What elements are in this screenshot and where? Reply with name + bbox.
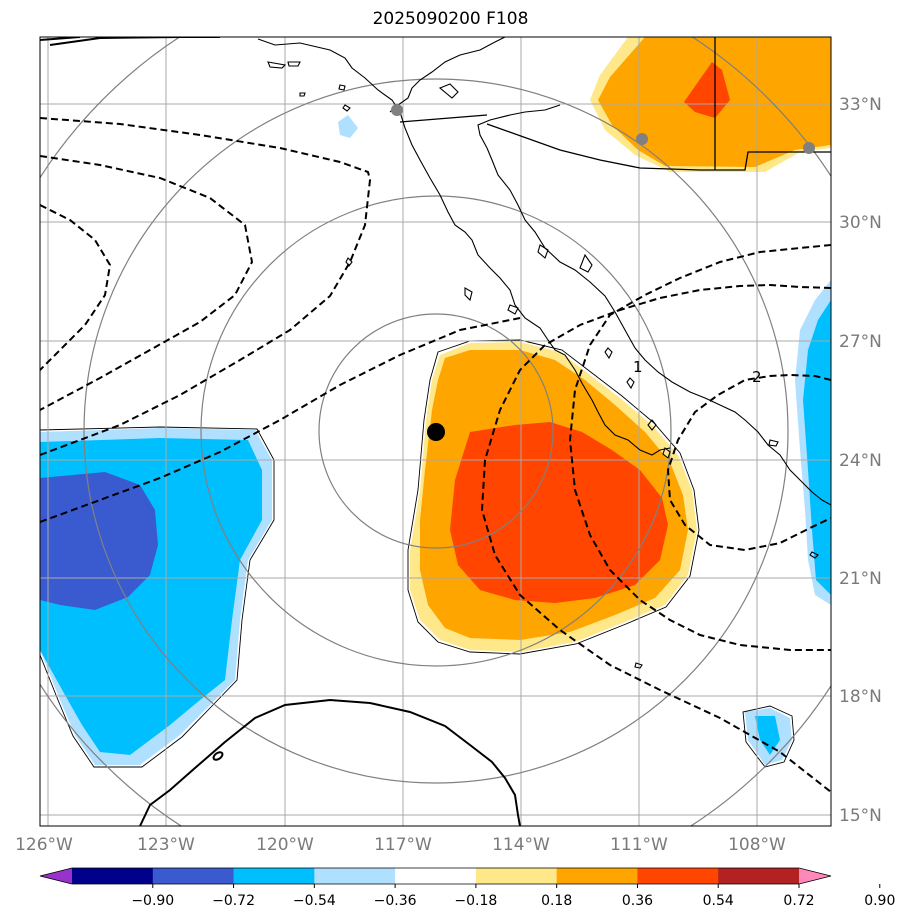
longitude-labels: 126°W 123°W 120°W 117°W 114°W 111°W 108°… [15, 835, 786, 855]
colorbar-tick-label: −0.72 [212, 893, 255, 909]
colorbar-tick-label: 0.36 [622, 893, 653, 909]
colorbar-segment [72, 868, 154, 884]
storm-center-marker [427, 423, 445, 441]
colorbar-segment [718, 868, 800, 884]
map-frame [39, 36, 832, 827]
colorbar-tick-label: 0.72 [783, 893, 814, 909]
colorbar-extend-max [799, 868, 831, 884]
contour-label-1: 1 [633, 358, 643, 376]
colorbar-segment [314, 868, 396, 884]
map-area: 1 2 [40, 37, 831, 826]
colorbar [39, 867, 832, 885]
colorbar-extend-min [40, 868, 72, 884]
lat-label: 30°N [839, 213, 882, 233]
colorbar-tick-label: 0.54 [703, 893, 734, 909]
anomaly-outlines [40, 339, 795, 768]
dashed-contours [40, 117, 831, 793]
lon-label: 117°W [374, 835, 432, 855]
colorbar-outline [39, 867, 832, 885]
negative-anomaly-islet [338, 115, 358, 138]
graticule [40, 37, 831, 826]
lat-label: 21°N [839, 569, 882, 589]
coastlines [257, 37, 831, 669]
colorbar-tick-label: −0.36 [374, 893, 417, 909]
lon-label: 111°W [610, 835, 668, 855]
latitude-labels: 33°N 30°N 27°N 24°N 21°N 18°N 15°N [839, 95, 882, 826]
political-borders [399, 37, 831, 171]
strong-negative-anomaly [40, 472, 158, 610]
lon-label: 114°W [492, 835, 550, 855]
lat-label: 33°N [839, 95, 882, 115]
colorbar-tick-label: −0.90 [131, 893, 174, 909]
contour-label-2: 2 [752, 368, 762, 386]
lat-label: 27°N [839, 332, 882, 352]
range-rings [40, 37, 831, 826]
lat-label: 18°N [839, 687, 882, 707]
lon-label: 108°W [728, 835, 786, 855]
city-markers [391, 104, 815, 154]
colorbar-segment [395, 868, 477, 884]
map-title: 2025090200 F108 [372, 9, 529, 29]
lon-label: 126°W [15, 835, 73, 855]
lat-label: 15°N [839, 806, 882, 826]
colorbar-segment [637, 868, 719, 884]
colorbar-ticks: −0.90 −0.72 −0.54 −0.36 −0.18 0.18 0.36 0.54 0.7… [131, 884, 895, 909]
colorbar-tick-label: 0.90 [864, 893, 895, 909]
colorbar-tick-label: −0.54 [293, 893, 336, 909]
negative-anomaly-small-core [755, 716, 780, 755]
strong-positive-anomaly [450, 422, 668, 603]
lat-label: 24°N [839, 451, 882, 471]
colorbar-segment [475, 868, 558, 884]
colorbar-segment [556, 868, 638, 884]
lon-label: 123°W [137, 835, 195, 855]
lon-label: 120°W [256, 835, 314, 855]
colorbar-segment [152, 868, 235, 884]
colorbar-tick-label: −0.18 [454, 893, 497, 909]
colorbar-tick-label: 0.18 [541, 893, 572, 909]
colorbar-segment [233, 868, 315, 884]
